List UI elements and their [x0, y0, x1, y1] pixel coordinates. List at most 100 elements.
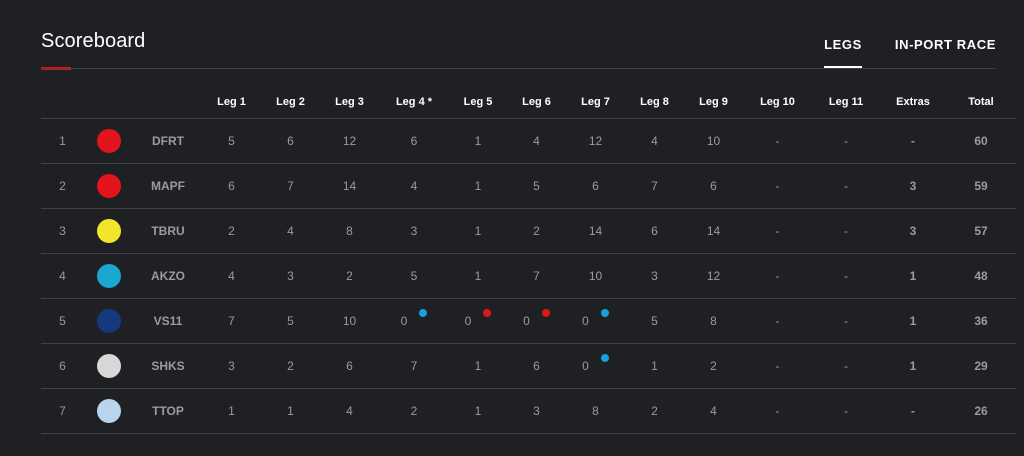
leg-points: 3 — [410, 224, 418, 238]
leg-points: 5 — [533, 179, 540, 193]
tab-legs[interactable]: LEGS — [824, 37, 862, 68]
total-cell: 57 — [946, 208, 1016, 254]
leg-1-cell: 3 — [202, 343, 261, 389]
leg-points: 0 — [464, 314, 472, 328]
team-name[interactable]: VS11 — [134, 298, 202, 344]
leg-points: 2 — [651, 404, 658, 418]
leg-points: 10 — [706, 134, 721, 148]
leg-points: 4 — [651, 134, 658, 148]
red-status-dot-icon — [541, 309, 550, 317]
leg-points: 0 — [523, 314, 530, 328]
leg-3-cell: 12 — [320, 118, 379, 164]
team-name[interactable]: AKZO — [134, 253, 202, 299]
leg-2-cell: 1 — [261, 388, 320, 434]
leg-9-cell: 12 — [684, 253, 743, 299]
leg-7-cell: 14 — [566, 208, 625, 254]
team-name[interactable]: DFRT — [134, 118, 202, 164]
table-row[interactable]: 6 SHKS 3 2 6 7 1 6 0 1 2- -1 29 — [41, 343, 1016, 389]
akzonobel-logo-icon — [97, 264, 121, 288]
table-row[interactable]: 5 VS11 7 5 10 0 0 0 0 5 8 - - 1 36 — [41, 298, 1016, 344]
leg-points: 2 — [410, 404, 418, 418]
leg-11-cell: - — [812, 118, 880, 164]
leg-9-cell: 4 — [684, 388, 743, 434]
header-leg-5: Leg 5 — [449, 85, 507, 119]
leg-5-cell: 1 — [449, 208, 507, 254]
leg-10-cell: - — [743, 118, 812, 164]
position-cell: 7 — [41, 388, 84, 434]
team-name[interactable]: MAPF — [134, 163, 202, 209]
leg-points: 5 — [651, 314, 658, 328]
leg-10-cell: - — [743, 388, 812, 434]
leg-points: 4 — [228, 269, 235, 283]
leg-points: 2 — [710, 359, 717, 373]
header-divider — [41, 68, 996, 69]
leg-9-cell: 6 — [684, 163, 743, 209]
leg-6-cell: 2 — [507, 208, 566, 254]
leg-points: 4 — [287, 224, 294, 238]
position-cell: 6 — [41, 343, 84, 389]
leg-4-cell: 7 — [379, 343, 449, 389]
leg-points: 8 — [592, 404, 599, 418]
leg-points: 10 — [588, 269, 603, 283]
leg-points: 2 — [228, 224, 235, 238]
leg-3-cell: 10 — [320, 298, 379, 344]
leg-points: 6 — [287, 134, 294, 148]
leg-7-cell: 12 — [566, 118, 625, 164]
leg-points: 14 — [342, 179, 357, 193]
table-row[interactable]: 1 DFRT 5 6 12 6 1 4 12 4 10- - -60 — [41, 118, 1016, 164]
leg-points: 1 — [474, 359, 482, 373]
extras-cell: 1 — [880, 343, 946, 389]
blue-status-dot-icon — [600, 354, 609, 362]
team-name[interactable]: SHKS — [134, 343, 202, 389]
logo-cell — [84, 163, 134, 209]
leg-points: 1 — [474, 134, 482, 148]
leg-points: 2 — [346, 269, 353, 283]
leg-points: 12 — [342, 134, 357, 148]
leg-points: 12 — [588, 134, 603, 148]
leg-points: 6 — [592, 179, 599, 193]
leg-points: 8 — [346, 224, 353, 238]
leg-5-cell: 1 — [449, 163, 507, 209]
leg-points: 2 — [287, 359, 294, 373]
dongfeng-logo-icon — [97, 129, 121, 153]
leg-4-cell: 4 — [379, 163, 449, 209]
leg-8-cell: 4 — [625, 118, 684, 164]
table-row[interactable]: 7 TTOP 1 1 4 2 1 3 8 2 4- - -26 — [41, 388, 1016, 434]
header-total: Total — [946, 85, 1016, 119]
leg-points: - — [844, 134, 848, 148]
leg-points: 7 — [287, 179, 294, 193]
team-name[interactable]: TBRU — [134, 208, 202, 254]
table-row[interactable]: 4 AKZO 4 3 2 5 1 7 10 3 12- -1 48 — [41, 253, 1016, 299]
extras-cell: 1 — [880, 298, 946, 344]
team-name[interactable]: TTOP — [134, 388, 202, 434]
leg-points: 6 — [346, 359, 353, 373]
leg-5-cell: 1 — [449, 388, 507, 434]
leg-points: - — [775, 269, 780, 283]
leg-11-cell: - — [812, 343, 880, 389]
leg-8-cell: 5 — [625, 298, 684, 344]
leg-points: 1 — [474, 224, 482, 238]
table-body: 1 DFRT 5 6 12 6 1 4 12 4 10- - -60 2 MAPF 6 7 14 4 1 5 6 7 6- -3… — [41, 118, 1016, 434]
leg-points: 14 — [706, 224, 721, 238]
tab-in-port-race[interactable]: IN-PORT RACE — [894, 37, 996, 52]
header-leg-6: Leg 6 — [507, 85, 566, 119]
leg-3-cell: 14 — [320, 163, 379, 209]
leg-points: 7 — [228, 314, 235, 328]
leg-9-cell: 14 — [684, 208, 743, 254]
leg-points: - — [775, 179, 780, 193]
leg-points: 6 — [410, 134, 418, 148]
total-cell: 36 — [946, 298, 1016, 344]
leg-6-cell: 5 — [507, 163, 566, 209]
position-cell: 4 — [41, 253, 84, 299]
scoreboard-table: Leg 1 Leg 2 Leg 3 Leg 4 * Leg 5 Leg 6 Le… — [41, 85, 1016, 434]
table-row[interactable]: 2 MAPF 6 7 14 4 1 5 6 7 6 - - 3 59 — [41, 163, 1016, 209]
total-cell: 26 — [946, 388, 1016, 434]
total-cell: 29 — [946, 343, 1016, 389]
leg-10-cell: - — [743, 208, 812, 254]
leg-points: - — [844, 359, 848, 373]
leg-points: 1 — [287, 404, 294, 418]
logo-cell — [84, 298, 134, 344]
table-row[interactable]: 3 TBRU 2 4 8 3 1 2 14 6 14- -3 57 — [41, 208, 1016, 254]
leg-3-cell: 2 — [320, 253, 379, 299]
